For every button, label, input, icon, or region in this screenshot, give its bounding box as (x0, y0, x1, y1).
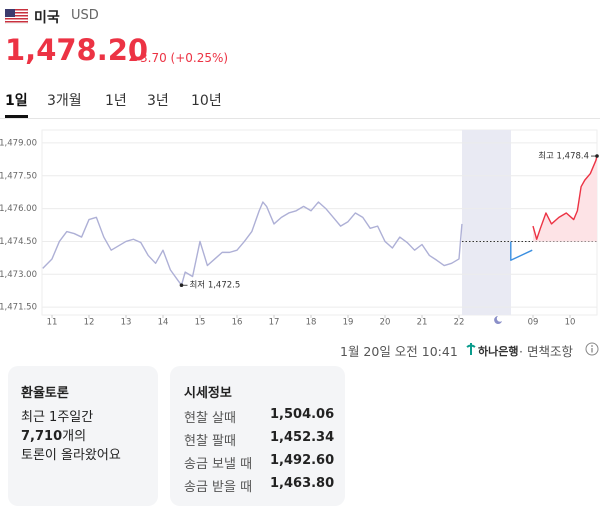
y-tick-label: 1,477.50 (0, 171, 37, 181)
x-tick-label: 16 (232, 318, 243, 328)
y-tick-label: 1,476.00 (0, 204, 37, 214)
y-tick-label: 1,479.00 (0, 138, 37, 148)
annotation: 최저 1,472.5 (189, 280, 240, 291)
bank-logo (466, 343, 476, 355)
y-tick-label: 1,474.50 (0, 237, 37, 247)
y-tick-label: 1,471.50 (0, 303, 37, 313)
x-tick-label: 12 (84, 318, 95, 328)
plot-frame (41, 129, 598, 316)
line (532, 155, 598, 240)
line (510, 241, 533, 261)
line (42, 201, 463, 286)
tab[interactable]: 3년 (147, 93, 169, 109)
price: 1,478.20 (5, 33, 149, 67)
x-tick-label: 18 (306, 318, 317, 328)
currency: USD (71, 8, 99, 23)
price-change: 3.70 (+0.25%) (140, 51, 229, 65)
moon-icon (494, 316, 502, 324)
x-tick-label: 13 (121, 318, 132, 328)
x-tick-label: 10 (565, 318, 576, 328)
discussion-card[interactable]: 환율토론 최근 1주일간 7,710개의 토론이 올라왔어요 (8, 366, 158, 506)
x-tick-label: 15 (195, 318, 206, 328)
count: 7,710 (21, 429, 63, 444)
x-tick-label: 21 (417, 318, 428, 328)
area (532, 156, 597, 242)
x-tick-label: 19 (343, 318, 354, 328)
x-tick-label: 11 (47, 318, 58, 328)
count-suffix: 개의 (62, 429, 87, 444)
annotation: 최고 1,478.4 (538, 151, 589, 162)
tab[interactable]: 3개월 (47, 93, 82, 109)
divider (0, 118, 600, 119)
tab[interactable]: 1년 (105, 93, 127, 109)
x-tick-label: 20 (380, 318, 391, 328)
quote-value: 1,504.06 (270, 407, 335, 422)
x-tick-label: 09 (528, 318, 539, 328)
us-flag (5, 9, 28, 24)
country: 미국 (34, 10, 60, 26)
disclaimer-link[interactable]: · 면책조항 (519, 344, 573, 359)
tab[interactable]: 1일 (5, 93, 28, 109)
card-title: 환율토론 (21, 386, 69, 401)
info-icon[interactable] (585, 342, 599, 356)
quote-label: 현찰 살때 (184, 411, 236, 426)
quote-value: 1,492.60 (270, 453, 335, 468)
bank-name: 하나은행 (478, 345, 519, 358)
quote-label: 송금 받을 때 (184, 480, 253, 495)
timestamp: 1월 20일 오전 10:41 (340, 344, 458, 359)
quote-value: 1,452.34 (270, 430, 335, 445)
x-tick-label: 22 (454, 318, 465, 328)
chart: 1,479.00 1,477.50 1,476.00 1,474.50 1,473.00… (0, 129, 599, 328)
tab-underline (5, 115, 28, 118)
x-tick-label: 14 (158, 318, 169, 328)
quotes-card: 시세정보 현찰 살때 1,504.06 현찰 팔때 1,452.34 송금 보낼 때 1,… (170, 366, 345, 506)
quote-label: 송금 보낼 때 (184, 457, 253, 472)
card-text: 토론이 올라왔어요 (21, 448, 121, 463)
y-tick-label: 1,473.00 (0, 270, 37, 280)
up-arrow (129, 54, 137, 61)
quote-value: 1,463.80 (270, 476, 335, 491)
card-title: 시세정보 (184, 386, 232, 401)
closed-range (462, 130, 511, 315)
quote-label: 현찰 팔때 (184, 434, 236, 449)
card-text: 최근 1주일간 (21, 410, 94, 425)
card-text: 7,710개의 (21, 425, 86, 444)
x-tick-label: 17 (269, 318, 280, 328)
tab[interactable]: 10년 (191, 93, 222, 109)
